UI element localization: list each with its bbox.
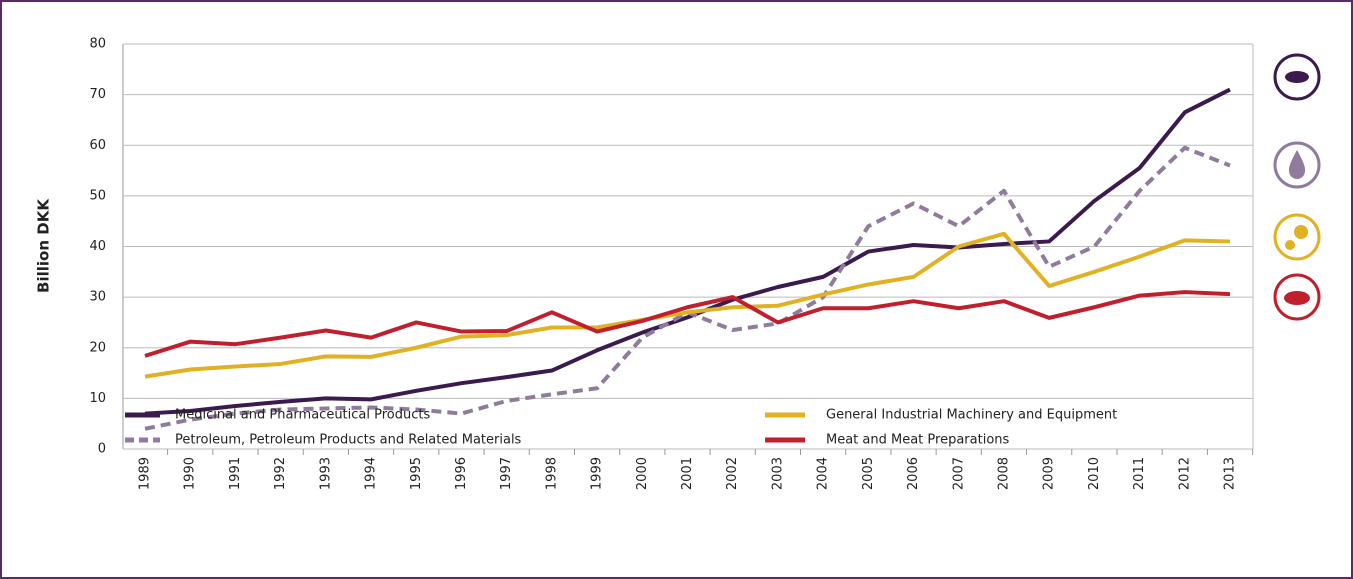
series-line	[144, 145, 1231, 431]
x-tick-label: 1989	[138, 457, 153, 490]
y-tick-label: 60	[89, 138, 106, 153]
x-tick-label: 1998	[544, 457, 559, 490]
icon-gear-big	[1294, 225, 1308, 239]
y-tick-label: 0	[98, 442, 106, 457]
x-tick-label: 2009	[1042, 457, 1057, 490]
x-tick-label: 1997	[499, 457, 514, 490]
x-tick-label: 1996	[454, 457, 469, 490]
icon-pig-body	[1284, 291, 1310, 305]
x-tick-label: 1990	[183, 457, 198, 490]
x-tick-label: 1995	[409, 457, 424, 490]
x-tick-label: 2002	[725, 457, 740, 490]
y-axis-label: Billion DKK	[35, 198, 53, 293]
y-tick-label: 50	[89, 188, 106, 203]
x-tick-label: 2013	[1223, 457, 1238, 490]
icon-drop	[1288, 150, 1306, 179]
y-tick-label: 30	[89, 290, 106, 305]
icon-pill-shape	[1285, 71, 1309, 83]
series-line	[144, 231, 1231, 379]
x-tick-label: 1994	[364, 457, 379, 490]
icon-gear-small	[1285, 240, 1295, 250]
legend-label: Petroleum, Petroleum Products and Relate…	[175, 433, 522, 448]
y-tick-label: 40	[89, 239, 106, 254]
x-tick-label: 2000	[635, 457, 650, 490]
x-tick-label: 2012	[1177, 457, 1192, 490]
y-tick-label: 10	[89, 391, 106, 406]
x-tick-label: 2003	[770, 457, 785, 490]
x-tick-label: 2008	[996, 457, 1011, 490]
y-tick-label: 70	[89, 87, 106, 102]
x-tick-label: 1991	[228, 457, 243, 490]
x-tick-label: 1993	[318, 457, 333, 490]
legend-label: Meat and Meat Preparations	[826, 433, 1010, 448]
x-tick-label: 2005	[861, 457, 876, 490]
series-line	[144, 87, 1231, 416]
x-tick-label: 1999	[590, 457, 605, 490]
y-tick-label: 80	[89, 37, 106, 52]
x-tick-label: 2007	[951, 457, 966, 490]
x-tick-label: 2004	[816, 457, 831, 490]
x-tick-label: 1992	[273, 457, 288, 490]
legend-label: General Industrial Machinery and Equipme…	[826, 408, 1117, 423]
x-tick-label: 2010	[1087, 457, 1102, 490]
icons	[1273, 53, 1321, 321]
y-tick-label: 20	[89, 340, 106, 355]
x-tick-label: 2006	[906, 457, 921, 490]
legend-label: Medicinal and Pharmaceutical Products	[175, 408, 430, 423]
x-tick-label: 2001	[680, 457, 695, 490]
series-line	[144, 290, 1231, 358]
x-tick-label: 2011	[1132, 457, 1147, 490]
